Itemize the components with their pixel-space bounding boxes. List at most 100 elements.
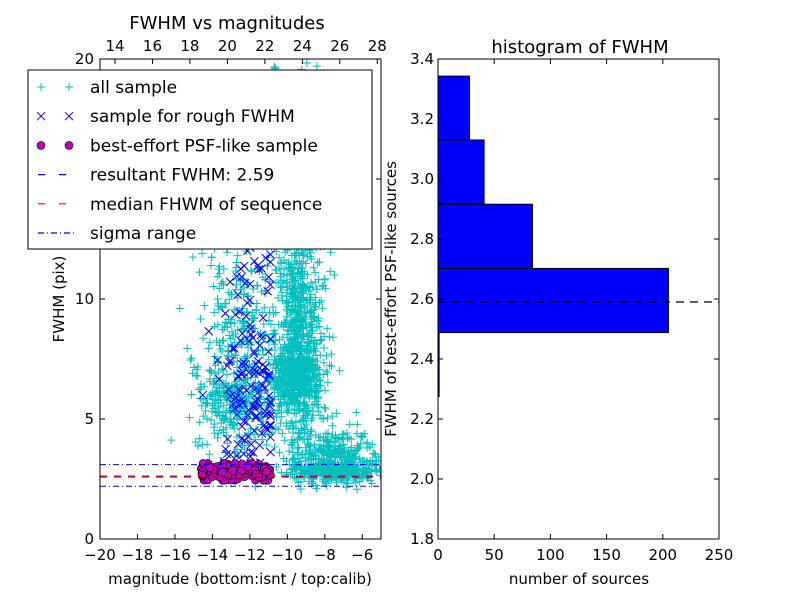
all-sample-point <box>280 342 289 351</box>
all-sample-point <box>276 258 285 267</box>
legend-label: median FHWM of sequence <box>90 195 322 215</box>
psf-sample-point <box>205 463 214 472</box>
all-sample-point <box>295 358 304 367</box>
all-sample-point <box>285 369 294 378</box>
all-sample-point <box>307 426 316 435</box>
rough-sample-point <box>260 406 270 416</box>
all-sample-point <box>293 444 302 453</box>
all-sample-point <box>167 436 176 445</box>
all-sample-point <box>345 420 354 429</box>
all-sample-point <box>284 258 293 267</box>
left-xtick-label: −12 <box>234 546 266 564</box>
all-sample-point <box>297 416 306 425</box>
all-sample-point <box>341 453 350 462</box>
rough-sample-point <box>236 336 246 346</box>
all-sample-point <box>240 322 249 331</box>
all-sample-point <box>327 349 336 358</box>
all-sample-point <box>280 265 289 274</box>
all-sample-point <box>223 248 232 257</box>
all-sample-point <box>208 401 217 410</box>
rough-sample-point <box>233 290 243 299</box>
legend-entry: median FHWM of sequence <box>38 195 322 215</box>
all-sample-point <box>345 434 354 443</box>
all-sample-point <box>218 325 227 334</box>
rough-sample-point <box>264 347 273 356</box>
all-sample-point <box>242 381 251 390</box>
all-sample-point <box>270 442 279 451</box>
all-sample-point <box>310 360 319 369</box>
all-sample-point <box>243 292 252 301</box>
all-sample-point <box>304 448 313 457</box>
all-sample-point <box>300 305 309 314</box>
all-sample-point <box>298 267 307 276</box>
rough-sample-point <box>222 449 232 459</box>
all-sample-point <box>243 352 252 361</box>
all-sample-point <box>212 336 221 345</box>
all-sample-point <box>293 257 302 266</box>
right-ytick-label: 3.4 <box>410 50 434 68</box>
all-sample-point <box>313 323 322 332</box>
all-sample-point <box>191 437 200 446</box>
all-sample-point <box>214 429 223 438</box>
all-sample-point <box>213 357 222 366</box>
all-sample-point <box>193 371 202 380</box>
all-sample-point <box>354 467 363 476</box>
legend-label: all sample <box>90 78 177 98</box>
all-sample-point <box>199 334 208 343</box>
all-sample-point <box>313 258 322 267</box>
legend-label: sigma range <box>90 224 196 244</box>
rough-sample-point <box>249 369 259 379</box>
rough-sample-point <box>260 423 270 433</box>
all-sample-point <box>281 319 290 328</box>
rough-sample-point <box>253 356 263 366</box>
left-xlabel: magnitude (bottom:isnt / top:calib) <box>108 570 372 588</box>
rough-sample-point <box>246 439 256 449</box>
rough-sample-point <box>214 374 224 384</box>
all-sample-point <box>251 378 260 387</box>
all-sample-point <box>296 465 305 474</box>
all-sample-point <box>215 341 224 350</box>
all-sample-point <box>295 251 304 260</box>
all-sample-point <box>292 327 301 336</box>
all-sample-point <box>271 329 280 338</box>
rough-sample-point <box>264 272 274 282</box>
all-sample-point <box>250 430 259 439</box>
all-sample-point <box>362 440 371 449</box>
all-sample-point <box>272 360 281 369</box>
all-sample-point <box>295 400 304 409</box>
right-ytick-label: 2.6 <box>410 290 434 308</box>
left-data-layer <box>100 59 381 494</box>
all-sample-point <box>175 304 184 313</box>
all-sample-point <box>297 248 306 257</box>
all-sample-point <box>254 338 263 347</box>
rough-sample-point <box>233 440 243 449</box>
all-sample-point <box>270 385 279 394</box>
rough-sample-point <box>226 356 235 366</box>
all-sample-point <box>314 369 323 378</box>
all-sample-point <box>215 284 224 293</box>
all-sample-point <box>347 468 356 477</box>
right-xtick-label: 150 <box>592 546 621 564</box>
all-sample-point <box>316 351 325 360</box>
all-sample-point <box>316 470 325 479</box>
all-sample-point <box>287 368 296 377</box>
all-sample-point <box>230 305 239 314</box>
rough-sample-point <box>266 250 275 259</box>
all-sample-point <box>322 351 331 360</box>
all-sample-point <box>349 447 358 456</box>
all-sample-point <box>209 379 218 388</box>
all-sample-point <box>287 269 296 278</box>
all-sample-point <box>277 408 286 417</box>
all-sample-point <box>284 334 293 343</box>
all-sample-point <box>185 413 194 422</box>
all-sample-point <box>323 413 332 422</box>
all-sample-point <box>293 292 302 301</box>
all-sample-point <box>347 435 356 444</box>
rough-sample-point <box>230 344 239 353</box>
legend-label: resultant FWHM: 2.59 <box>90 166 274 186</box>
rough-sample-point <box>248 333 258 343</box>
all-sample-point <box>219 366 228 375</box>
all-sample-point <box>336 448 345 457</box>
all-sample-point <box>289 277 298 286</box>
